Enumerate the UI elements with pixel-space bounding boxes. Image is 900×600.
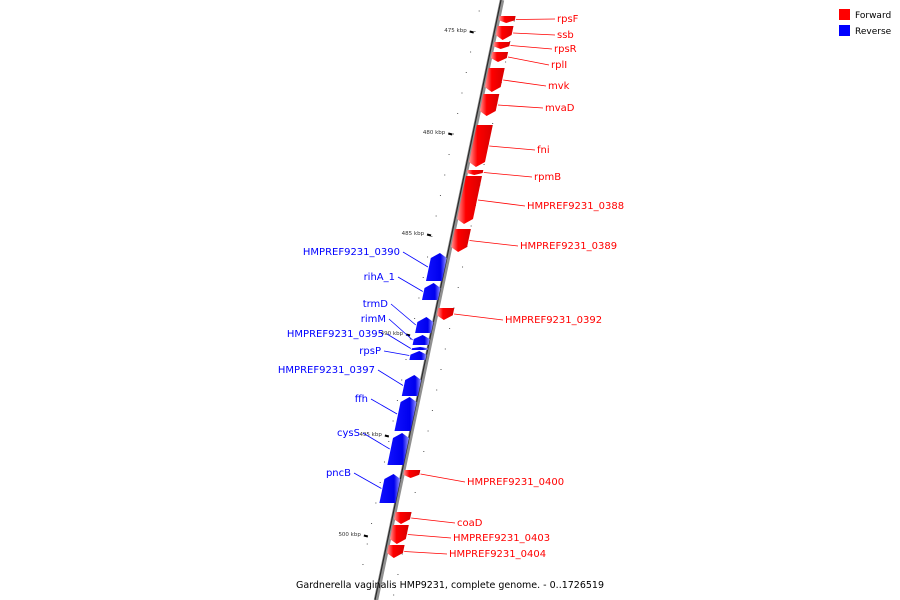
gene-label-pncB: pncB: [326, 468, 351, 479]
gene-label-HMPREF9231_0389: HMPREF9231_0389: [520, 241, 617, 252]
leader-line: [503, 79, 547, 87]
gene-features: [379, 16, 516, 558]
genome-caption: Gardnerella vaginalis HMP9231, complete …: [296, 580, 604, 591]
gene-label-HMPREF9231_0392: HMPREF9231_0392: [505, 315, 602, 326]
legend-forward-swatch: [839, 9, 850, 20]
leader-line: [507, 56, 550, 66]
leader-line: [390, 303, 417, 326]
gene-labels: rpsF ssb rpsR rplI mvk mvaD fni rpmB HMPREF9231_…: [278, 14, 624, 560]
major-tick: [469, 30, 474, 34]
legend-reverse-swatch: [839, 25, 850, 36]
leader-line: [386, 333, 412, 349]
gene-label-mvaD: mvaD: [545, 103, 575, 114]
leader-line: [454, 313, 504, 321]
leader-line: [469, 240, 519, 247]
leader-line: [477, 199, 526, 207]
leader-line: [383, 350, 410, 356]
leader-line: [362, 432, 390, 450]
leader-line: [402, 251, 429, 268]
gene-label-rpmB: rpmB: [534, 172, 561, 183]
gene-label-HMPREF9231_0390: HMPREF9231_0390: [303, 247, 400, 258]
gene-arrow-HMPREF9231_0390: [426, 253, 447, 281]
gene-arrow-HMPREF9231_0395: [411, 347, 428, 350]
label-leader-lines: [353, 18, 556, 555]
gene-arrow-rpmB: [466, 170, 484, 175]
gene-label-HMPREF9231_0403: HMPREF9231_0403: [453, 533, 550, 544]
genome-backbone: [373, 0, 505, 600]
gene-label-rpsP: rpsP: [359, 346, 381, 357]
leader-line: [510, 45, 553, 50]
gene-label-rpsR: rpsR: [554, 44, 577, 55]
gene-arrow-pncB: [379, 474, 401, 503]
leader-line: [420, 473, 466, 483]
axis-tick-labels: 475 kbp 480 kbp 485 kbp 490 kbp 495 kbp 500 k…: [338, 28, 474, 538]
leader-line: [497, 104, 544, 109]
gene-label-rimM: rimM: [361, 314, 386, 325]
gene-arrow-rimM: [412, 335, 430, 345]
legend-reverse-label: Reverse: [855, 27, 892, 37]
gene-arrow-HMPREF9231_0400: [403, 470, 421, 478]
gene-arrow-fni: [469, 125, 493, 167]
gene-label-HMPREF9231_0397: HMPREF9231_0397: [278, 365, 375, 376]
legend: Forward Reverse: [839, 9, 892, 37]
gene-arrow-HMPREF9231_0389: [451, 229, 471, 252]
gene-arrow-mvk: [484, 68, 505, 92]
gene-arrow-ffh: [394, 397, 417, 431]
gene-label-ffh: ffh: [355, 394, 368, 405]
tick-label: 500 kbp: [338, 532, 361, 538]
gene-label-HMPREF9231_0404: HMPREF9231_0404: [449, 549, 546, 560]
tick-label: 495 kbp: [359, 432, 382, 438]
gene-arrow-HMPREF9231_0397: [401, 375, 422, 396]
major-tick: [426, 233, 432, 237]
gene-label-mvk: mvk: [548, 81, 570, 92]
gene-arrow-rplI: [490, 52, 509, 62]
gene-label-trmD: trmD: [363, 299, 389, 310]
major-tick: [384, 434, 390, 438]
leader-line: [388, 318, 413, 341]
gene-arrow-ssb: [495, 26, 514, 40]
leader-line: [397, 276, 424, 292]
gene-label-coaD: coaD: [457, 518, 483, 529]
leader-line: [404, 551, 448, 555]
major-tick: [363, 534, 369, 538]
gene-arrow-trmD: [415, 317, 434, 333]
gene-arrow-coaD: [394, 512, 412, 524]
gene-label-rihA_1: rihA_1: [364, 272, 395, 283]
gene-arrow-HMPREF9231_0392: [436, 308, 455, 320]
leader-line: [513, 32, 556, 36]
gene-arrow-rpsF: [498, 16, 516, 23]
leader-line: [515, 18, 556, 20]
gene-arrow-rihA_1: [422, 283, 441, 300]
leader-line: [489, 145, 536, 151]
leader-line: [353, 472, 382, 489]
gene-label-rplI: rplI: [551, 60, 567, 71]
gene-arrow-HMPREF9231_0388: [457, 176, 482, 224]
tick-label: 480 kbp: [423, 130, 446, 136]
gene-label-ssb: ssb: [557, 30, 574, 41]
gene-label-fni: fni: [537, 145, 550, 156]
gene-label-cysS: cysS: [337, 428, 360, 439]
tick-label: 475 kbp: [444, 28, 467, 34]
gene-arrow-HMPREF9231_0404: [386, 545, 405, 558]
gene-label-rpsF: rpsF: [557, 14, 579, 25]
tick-label: 485 kbp: [402, 231, 425, 237]
gene-label-HMPREF9231_0395: HMPREF9231_0395: [287, 329, 384, 340]
gene-arrow-HMPREF9231_0403: [389, 525, 409, 544]
gene-arrow-rpsP: [409, 351, 427, 360]
gene-arrow-mvaD: [479, 94, 500, 116]
legend-forward-label: Forward: [855, 11, 891, 21]
leader-line: [411, 517, 456, 524]
gene-arrow-rpsR: [493, 42, 511, 49]
gene-arrow-cysS: [387, 433, 409, 465]
major-tick: [448, 132, 453, 136]
gene-label-HMPREF9231_0388: HMPREF9231_0388: [527, 201, 624, 212]
tick-label: 490 kbp: [381, 331, 404, 337]
gene-label-HMPREF9231_0400: HMPREF9231_0400: [467, 477, 564, 488]
leader-line: [483, 172, 533, 178]
leader-line: [407, 534, 452, 539]
leader-line: [377, 369, 404, 386]
leader-line: [370, 398, 398, 415]
